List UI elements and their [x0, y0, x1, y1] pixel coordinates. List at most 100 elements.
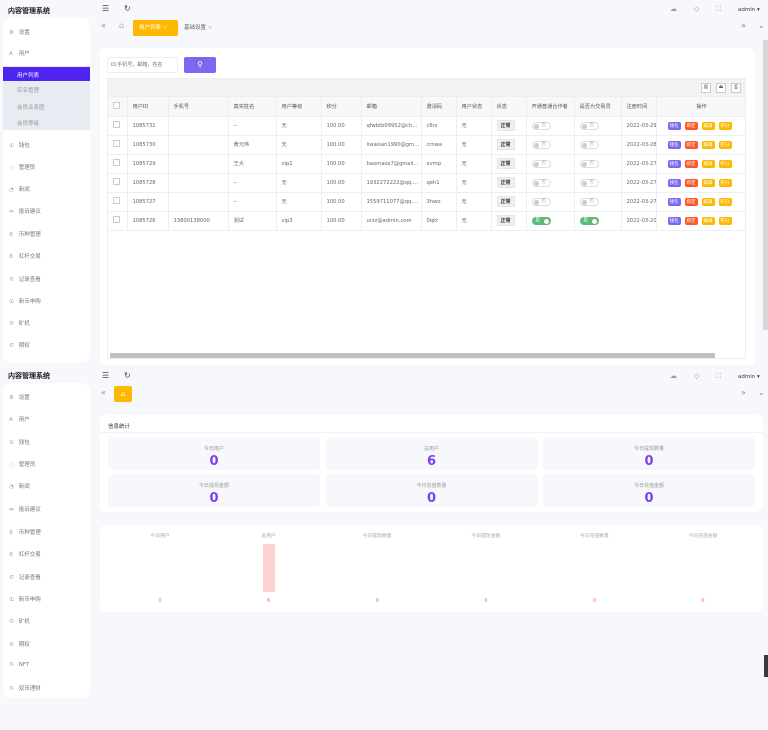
home-icon[interactable]: ⌂ [119, 21, 125, 30]
row-checkbox[interactable] [113, 159, 120, 166]
column-header[interactable]: 状态 [491, 97, 527, 117]
action-button[interactable]: 编辑 [701, 159, 715, 168]
action-button[interactable]: 积分 [718, 216, 732, 225]
column-header[interactable]: 用户ID [127, 97, 169, 117]
action-button[interactable]: 积分 [718, 197, 732, 206]
action-button[interactable]: 编辑 [701, 197, 715, 206]
table-row[interactable]: 1085728 -- 无 100.00 1932272222@qq.... qeh1 无正常… [108, 173, 745, 193]
action-button[interactable]: 绑定 [684, 121, 698, 130]
user-menu[interactable]: admin ▾ [738, 374, 760, 380]
close-icon[interactable]: × [162, 25, 168, 31]
submenu-item[interactable]: 会员关系图 [17, 105, 45, 111]
sidebar-item[interactable]: ⚙ 设置 [9, 28, 30, 36]
submenu-item[interactable]: 用户列表 [17, 73, 40, 79]
column-header[interactable]: 邮箱 [361, 97, 422, 117]
sidebar-item[interactable]: ◔ 新闻 [9, 185, 30, 193]
action-button[interactable]: 积分 [718, 178, 732, 187]
sidebar-item[interactable]: ⇔ 投诉建议 [9, 207, 41, 215]
trader-toggle[interactable]: 否 [579, 159, 599, 168]
column-header[interactable]: 用户等级 [276, 97, 322, 117]
action-button[interactable]: 编辑 [701, 121, 715, 130]
sidebar-item[interactable]: © 记录查看 [9, 573, 41, 581]
column-header[interactable]: 注册时间 [621, 97, 657, 117]
coop-toggle[interactable]: 否 [531, 140, 551, 149]
tabs-left-icon[interactable]: « [101, 21, 106, 30]
submenu-item[interactable]: 会员等级 [17, 121, 40, 127]
page-scrollbar[interactable] [763, 40, 768, 330]
sidebar-item[interactable]: ① 新币申购 [9, 595, 41, 603]
trader-toggle[interactable]: 否 [579, 178, 599, 187]
hamburger-icon[interactable]: ☰ [102, 371, 110, 380]
tab-user-list[interactable]: 用户列表 × [133, 20, 178, 36]
sidebar-item[interactable]: ◌ 管理员 [9, 460, 35, 468]
chevron-down-icon[interactable]: ⌄ [758, 21, 765, 30]
trader-toggle[interactable]: 否 [579, 140, 599, 149]
trader-toggle[interactable]: 否 [579, 121, 599, 130]
tabs-left-icon[interactable]: « [101, 388, 106, 397]
action-button[interactable]: 编辑 [701, 178, 715, 187]
submenu-item[interactable]: 实名管理 [17, 88, 40, 94]
action-button[interactable]: 积分 [718, 159, 732, 168]
action-button[interactable]: 绑定 [684, 178, 698, 187]
close-icon[interactable]: × [207, 25, 213, 31]
tab-basic-settings[interactable]: 基础设置 × [178, 20, 218, 36]
column-header[interactable]: 操作 [656, 97, 745, 117]
table-row[interactable]: 1085729 王大 vip1 100.00 baomaox7@gmail... xvmp… [108, 154, 745, 174]
print-icon[interactable]: ⎙ [731, 83, 741, 93]
sidebar-item[interactable]: © 矿机 [9, 617, 30, 625]
coop-toggle[interactable]: 否 [531, 159, 551, 168]
action-button[interactable]: 积分 [718, 121, 732, 130]
trader-toggle[interactable]: 否 [579, 197, 599, 206]
action-button[interactable]: 绑定 [684, 197, 698, 206]
tabs-right-icon[interactable]: » [741, 21, 746, 30]
column-header[interactable]: 手机号 [168, 97, 229, 117]
tag-icon[interactable]: ◇ [694, 5, 700, 13]
action-button[interactable]: 钱包 [667, 159, 681, 168]
sidebar-item[interactable]: ◌ 管理员 [9, 163, 35, 171]
refresh-icon[interactable]: ↻ [124, 371, 131, 380]
export-icon[interactable]: ⏏ [716, 83, 726, 93]
coop-toggle[interactable]: 否 [531, 121, 551, 130]
theme-icon[interactable]: ☁ [670, 372, 677, 380]
table-row[interactable]: 1085726 13800138000 测试 vip3 100.00 urzz@admin… [108, 211, 745, 231]
tabs-right-icon[interactable]: » [741, 388, 746, 397]
action-button[interactable]: 绑定 [684, 216, 698, 225]
action-button[interactable]: 钱包 [667, 216, 681, 225]
sidebar-item[interactable]: ⚙ 设置 [9, 393, 30, 401]
sidebar-item[interactable]: © 矿机 [9, 319, 30, 327]
column-header[interactable]: 是否为交易员 [574, 97, 622, 117]
search-input[interactable] [107, 57, 178, 73]
column-header[interactable]: 邀请码 [421, 97, 457, 117]
theme-icon[interactable]: ☁ [670, 5, 677, 13]
action-button[interactable]: 编辑 [701, 216, 715, 225]
sidebar-item[interactable]: © 记录查看 [9, 275, 41, 283]
tag-icon[interactable]: ◇ [694, 372, 700, 380]
column-header[interactable]: 用户状态 [456, 97, 492, 117]
row-checkbox[interactable] [113, 121, 120, 128]
sidebar-item[interactable]: © 期权 [9, 640, 30, 648]
hamburger-icon[interactable]: ☰ [102, 4, 110, 13]
refresh-icon[interactable]: ↻ [124, 4, 131, 13]
trader-toggle[interactable]: 是 [579, 216, 599, 225]
horizontal-scrollbar[interactable] [110, 353, 715, 358]
sidebar-item[interactable]: ① 钱包 [9, 438, 30, 446]
sidebar-item[interactable]: ① 钱包 [9, 141, 30, 149]
sidebar-item[interactable]: ⇔ 投诉建议 [9, 505, 41, 513]
sidebar-item[interactable]: ♁ 杠杆交易 [9, 252, 41, 260]
action-button[interactable]: 钱包 [667, 178, 681, 187]
page-scrollbar[interactable] [764, 655, 768, 677]
row-checkbox[interactable] [113, 197, 120, 204]
sidebar-item[interactable]: ♁ 杠杆交易 [9, 550, 41, 558]
table-row[interactable]: 1085730 黄元伟无 100.00 liwaisan1990@gm... crnwa… [108, 135, 745, 155]
coop-toggle[interactable]: 否 [531, 178, 551, 187]
action-button[interactable]: 绑定 [684, 140, 698, 149]
column-header[interactable]: 真实姓名 [228, 97, 277, 117]
user-menu[interactable]: admin ▾ [738, 7, 760, 13]
table-row[interactable]: 1085731 -- 无 100.00 qfwbtb09952@ch... c6rx 无正常… [108, 116, 745, 136]
coop-toggle[interactable]: 否 [531, 197, 551, 206]
column-header[interactable]: 开通普通合作者 [526, 97, 575, 117]
action-button[interactable]: 编辑 [701, 140, 715, 149]
sidebar-item[interactable]: ♁ 币种管理 [9, 528, 41, 536]
sidebar-item[interactable]: © 双币理财 [9, 684, 41, 692]
select-all-checkbox[interactable] [113, 101, 120, 109]
